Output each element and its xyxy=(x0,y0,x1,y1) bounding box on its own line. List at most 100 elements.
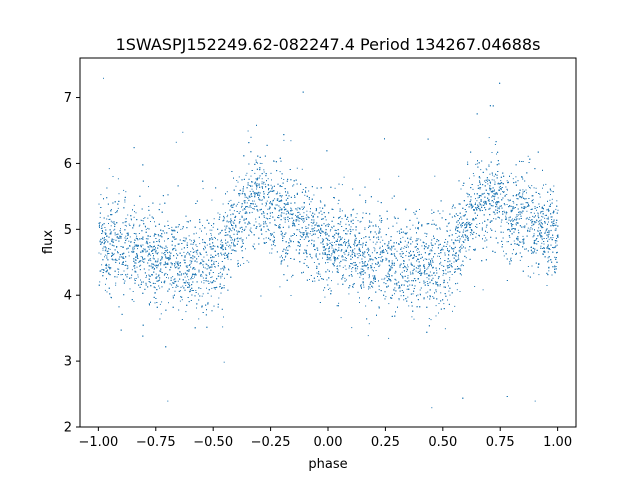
data-point xyxy=(402,236,404,238)
data-point xyxy=(479,204,481,206)
data-point xyxy=(393,288,395,290)
data-point xyxy=(173,279,175,281)
data-point xyxy=(542,216,544,218)
data-point xyxy=(201,275,203,277)
data-point xyxy=(149,258,151,259)
data-point xyxy=(445,269,447,271)
data-point xyxy=(314,227,316,229)
data-point xyxy=(449,229,451,231)
data-point xyxy=(153,264,155,266)
data-point xyxy=(554,266,556,268)
data-point xyxy=(257,193,258,195)
data-point xyxy=(496,192,498,194)
data-point xyxy=(201,295,203,297)
data-point xyxy=(396,222,398,224)
data-point xyxy=(338,243,340,245)
data-point xyxy=(151,250,153,252)
data-point xyxy=(238,201,240,203)
data-point xyxy=(505,213,507,215)
data-point xyxy=(486,246,488,248)
data-point xyxy=(549,248,550,249)
data-point xyxy=(390,253,392,255)
data-point xyxy=(434,175,436,177)
data-point xyxy=(327,244,329,245)
data-point xyxy=(525,198,527,200)
data-point xyxy=(294,195,295,197)
data-point xyxy=(457,256,459,258)
data-point xyxy=(503,250,504,252)
data-point xyxy=(118,271,119,273)
data-point xyxy=(136,266,138,268)
data-point xyxy=(325,219,327,221)
data-point xyxy=(500,193,502,195)
data-point xyxy=(343,274,344,276)
data-point xyxy=(436,269,438,271)
data-point xyxy=(245,174,247,176)
chart-title: 1SWASPJ152249.62-082247.4 Period 134267.… xyxy=(116,35,541,54)
data-point xyxy=(232,221,234,223)
data-point xyxy=(172,295,174,297)
data-point xyxy=(548,205,550,207)
data-point xyxy=(202,272,204,274)
data-point xyxy=(487,180,488,182)
data-point xyxy=(362,255,364,257)
data-point xyxy=(408,252,410,254)
data-point xyxy=(469,222,471,224)
data-point xyxy=(351,327,353,329)
data-point xyxy=(206,244,208,246)
data-point xyxy=(358,247,360,249)
data-point xyxy=(224,254,226,256)
data-point xyxy=(515,216,517,218)
data-point xyxy=(245,212,247,214)
data-point xyxy=(138,244,139,246)
data-point xyxy=(303,221,304,223)
data-point xyxy=(464,224,465,226)
data-point xyxy=(123,256,124,258)
data-point xyxy=(281,196,282,198)
data-point xyxy=(200,254,202,255)
data-point xyxy=(482,289,484,291)
data-point xyxy=(167,238,169,240)
data-point xyxy=(289,246,291,248)
data-point xyxy=(411,316,413,318)
data-point xyxy=(159,203,161,205)
data-point xyxy=(476,163,478,165)
data-point xyxy=(530,227,532,229)
data-point xyxy=(375,243,377,245)
data-point xyxy=(113,229,115,231)
data-point xyxy=(211,287,213,289)
data-point xyxy=(497,182,499,184)
data-point xyxy=(101,242,102,244)
data-point xyxy=(118,193,120,195)
data-point xyxy=(457,282,459,284)
data-point xyxy=(467,221,469,223)
data-point xyxy=(177,273,178,274)
data-point xyxy=(202,225,203,227)
data-point xyxy=(439,255,440,257)
data-point xyxy=(137,239,139,241)
data-point xyxy=(379,241,381,243)
data-point xyxy=(127,267,129,269)
data-point xyxy=(467,196,469,198)
data-point xyxy=(135,212,137,214)
data-point xyxy=(324,254,326,255)
data-point xyxy=(222,203,224,205)
data-point xyxy=(117,207,119,209)
data-point xyxy=(265,217,267,219)
data-point xyxy=(427,247,429,248)
data-point xyxy=(429,250,431,252)
data-point xyxy=(100,270,102,272)
data-point xyxy=(344,265,346,267)
data-point xyxy=(338,302,340,304)
data-point xyxy=(446,243,448,245)
data-point xyxy=(362,253,364,255)
data-point xyxy=(314,280,316,282)
data-point xyxy=(288,225,290,227)
data-point xyxy=(455,259,457,261)
data-point xyxy=(492,174,493,176)
data-point xyxy=(209,281,211,283)
data-point xyxy=(127,273,129,275)
data-point xyxy=(516,237,517,239)
data-point xyxy=(511,226,513,228)
data-point xyxy=(556,238,557,239)
